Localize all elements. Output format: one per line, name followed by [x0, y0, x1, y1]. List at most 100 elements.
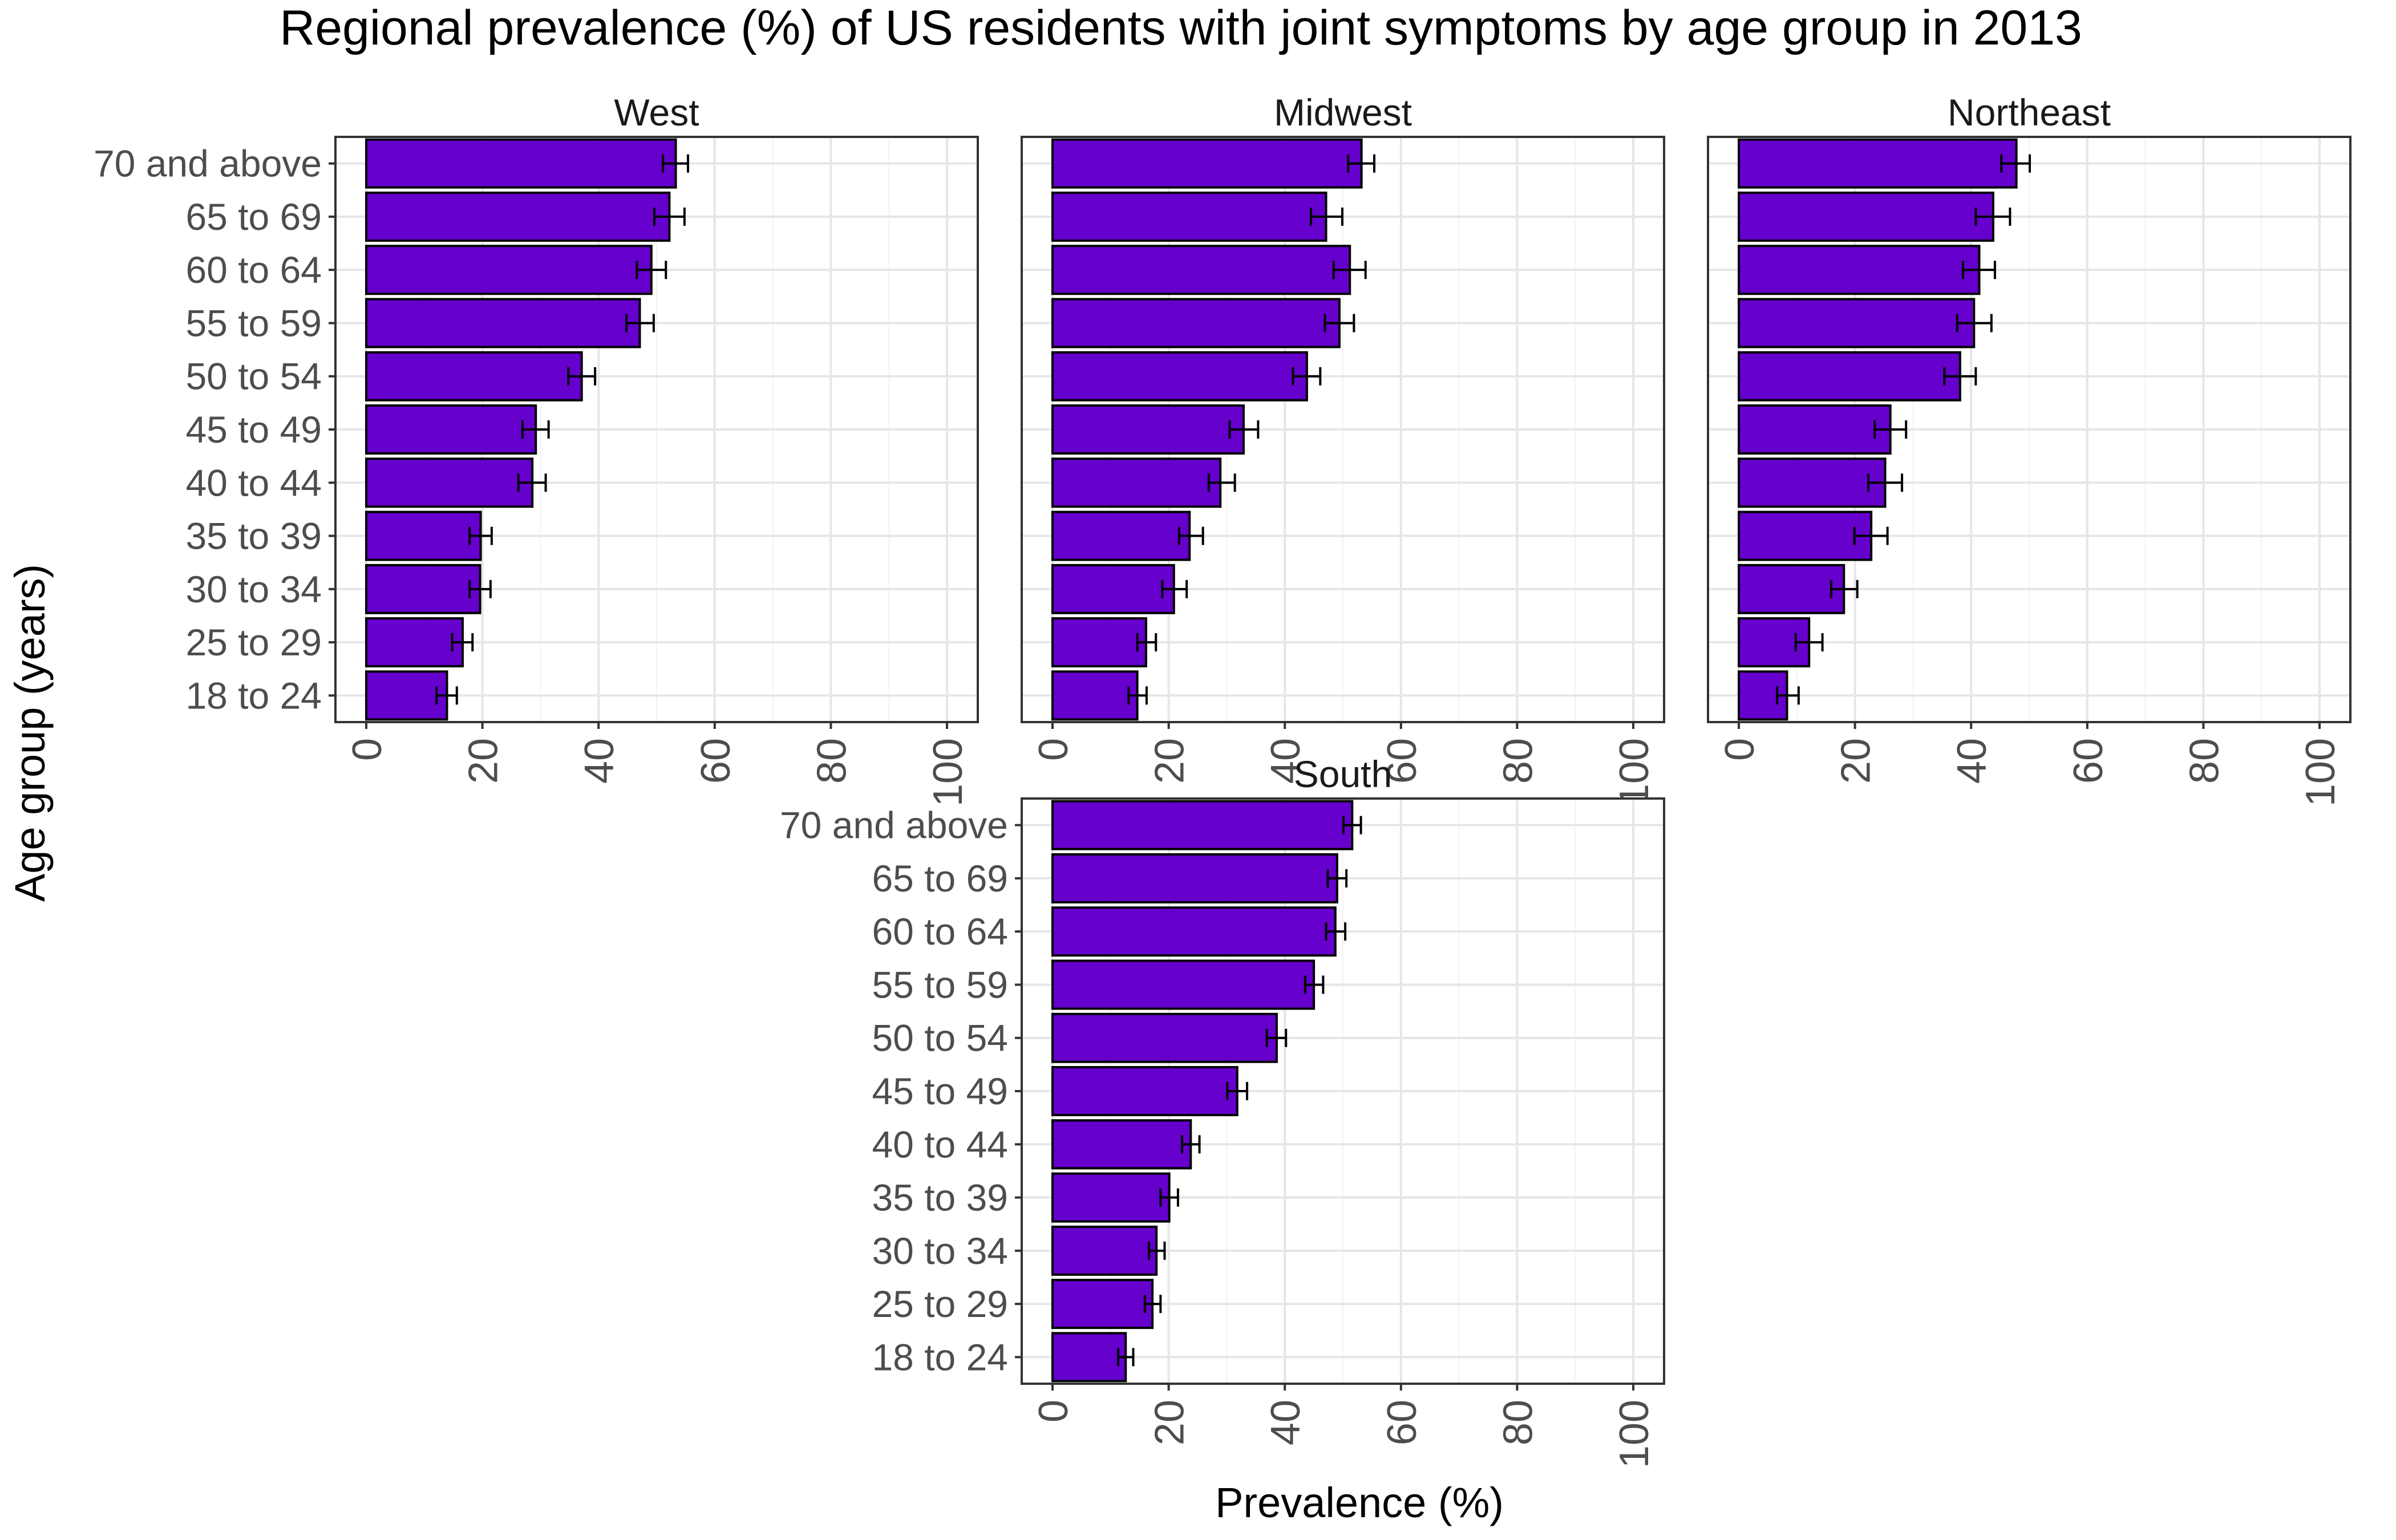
bar-northeast-30-to-34 — [1738, 564, 1845, 614]
error-bar-midwest-30-to-34 — [1161, 579, 1188, 598]
bar-west-30-to-34 — [365, 564, 481, 614]
x-tick-label: 40 — [1949, 738, 1995, 784]
bar-west-65-to-69 — [365, 191, 671, 242]
y-axis-title: Age group (years) — [6, 564, 54, 902]
x-tick-label: 40 — [1263, 1400, 1309, 1445]
bar-northeast-45-to-49 — [1738, 404, 1892, 455]
bar-midwest-60-to-64 — [1051, 245, 1351, 295]
y-tick-label: 25 to 29 — [185, 621, 322, 663]
y-tick-label: 50 to 54 — [185, 355, 322, 398]
x-tick-label: 40 — [577, 738, 622, 784]
error-bar-south-45-to-49 — [1226, 1082, 1249, 1100]
x-tick-label: 100 — [925, 738, 971, 807]
bar-northeast-35-to-39 — [1738, 510, 1873, 561]
bar-west-50-to-54 — [365, 351, 583, 402]
y-tick-label: 65 to 69 — [872, 857, 1008, 899]
bar-northeast-65-to-69 — [1738, 191, 1994, 242]
x-tick-label: 0 — [1717, 738, 1763, 761]
bar-midwest-18-to-24 — [1051, 670, 1139, 721]
error-bar-west-40-to-44 — [517, 473, 547, 492]
y-tick-label: 45 to 49 — [872, 1070, 1008, 1112]
error-bar-south-30-to-34 — [1147, 1241, 1166, 1260]
error-bar-midwest-70-and-above — [1347, 154, 1375, 173]
error-bar-west-25-to-29 — [451, 633, 474, 652]
bar-south-60-to-64 — [1051, 906, 1337, 957]
bar-west-35-to-39 — [365, 510, 482, 561]
bar-west-40-to-44 — [365, 457, 534, 508]
bar-northeast-70-and-above — [1738, 138, 2018, 189]
error-bar-west-45-to-49 — [521, 420, 550, 439]
x-tick-label: 60 — [693, 738, 739, 784]
bar-midwest-35-to-39 — [1051, 510, 1191, 561]
error-bar-northeast-35-to-39 — [1853, 526, 1889, 545]
x-tick-label: 100 — [1612, 738, 1657, 807]
error-bar-west-18-to-24 — [435, 686, 458, 705]
panel-south: South 70 and above 65 to 69 60 to 64 55 to 5… — [780, 753, 1665, 1468]
x-tick-label: 80 — [809, 738, 855, 784]
x-tick-label: 40 — [1263, 738, 1309, 784]
error-bar-midwest-35-to-39 — [1177, 526, 1204, 545]
bar-midwest-70-and-above — [1051, 138, 1363, 189]
y-tick-label: 70 and above — [780, 804, 1008, 846]
x-tick-label: 20 — [1147, 738, 1193, 784]
panel-title-midwest: Midwest — [1274, 91, 1412, 133]
error-bar-midwest-65-to-69 — [1310, 207, 1343, 226]
bar-midwest-50-to-54 — [1051, 351, 1308, 402]
y-tick-label: 70 and above — [94, 143, 322, 185]
bar-south-25-to-29 — [1051, 1279, 1154, 1330]
error-bar-northeast-45-to-49 — [1873, 420, 1908, 439]
error-bar-northeast-30-to-34 — [1830, 579, 1859, 598]
bar-west-70-and-above — [365, 138, 677, 189]
panel-northeast: Northeast 0 20 40 60 80 100 — [1707, 91, 2352, 807]
error-bar-midwest-50-to-54 — [1292, 367, 1322, 386]
error-bar-midwest-45-to-49 — [1228, 420, 1260, 439]
bar-northeast-55-to-59 — [1738, 298, 1976, 348]
bar-northeast-60-to-64 — [1738, 245, 1981, 295]
error-bar-south-55-to-59 — [1304, 975, 1325, 994]
error-bar-west-65-to-69 — [653, 207, 686, 226]
y-tick-label: 35 to 39 — [872, 1177, 1008, 1219]
error-bar-west-50-to-54 — [567, 367, 597, 386]
error-bar-west-55-to-59 — [625, 314, 655, 333]
x-tick-label: 60 — [2066, 738, 2111, 784]
y-tick-label: 55 to 59 — [185, 302, 322, 344]
chart-title: Regional prevalence (%) of US residents … — [280, 1, 2082, 55]
x-tick-label: 0 — [1031, 1400, 1076, 1423]
panel-title-west: West — [614, 91, 699, 133]
bar-west-55-to-59 — [365, 298, 641, 348]
y-tick-label: 30 to 34 — [872, 1230, 1008, 1272]
x-tick-label: 60 — [1379, 738, 1425, 784]
bar-midwest-25-to-29 — [1051, 617, 1147, 668]
x-tick-label: 20 — [1147, 1400, 1193, 1445]
bar-south-55-to-59 — [1051, 959, 1316, 1010]
y-tick-label: 40 to 44 — [872, 1123, 1008, 1165]
bar-south-40-to-44 — [1051, 1119, 1192, 1170]
error-bar-south-35-to-39 — [1159, 1188, 1179, 1207]
y-tick-label: 65 to 69 — [185, 196, 322, 238]
error-bar-west-70-and-above — [662, 154, 689, 173]
bar-northeast-40-to-44 — [1738, 457, 1887, 508]
panels: West 70 and above 65 to 69 60 to 64 55 to 59… — [94, 91, 2352, 1468]
error-bar-northeast-65-to-69 — [1974, 207, 2011, 226]
y-tick-label: 50 to 54 — [872, 1017, 1008, 1059]
y-tick-label: 45 to 49 — [185, 408, 322, 451]
error-bar-west-30-to-34 — [468, 579, 492, 598]
error-bar-northeast-50-to-54 — [1943, 367, 1977, 386]
bar-midwest-65-to-69 — [1051, 191, 1327, 242]
error-bar-northeast-70-and-above — [2000, 154, 2031, 173]
x-tick-label: 100 — [1612, 1400, 1657, 1468]
y-tick-label: 18 to 24 — [185, 674, 322, 716]
y-tick-label: 30 to 34 — [185, 568, 322, 610]
panel-west: West 70 and above 65 to 69 60 to 64 55 to 59… — [94, 91, 979, 807]
x-tick-label: 80 — [1495, 1400, 1541, 1445]
y-tick-label: 25 to 29 — [872, 1283, 1008, 1325]
x-tick-label: 20 — [461, 738, 507, 784]
y-tick-label: 18 to 24 — [872, 1336, 1008, 1378]
bar-midwest-45-to-49 — [1051, 404, 1245, 455]
bar-west-25-to-29 — [365, 617, 464, 668]
bar-midwest-55-to-59 — [1051, 298, 1341, 348]
panel-title-south: South — [1294, 753, 1392, 795]
bar-south-35-to-39 — [1051, 1172, 1171, 1223]
x-axis-title: Prevalence (%) — [1215, 1479, 1504, 1526]
y-tick-label: 40 to 44 — [185, 461, 322, 504]
